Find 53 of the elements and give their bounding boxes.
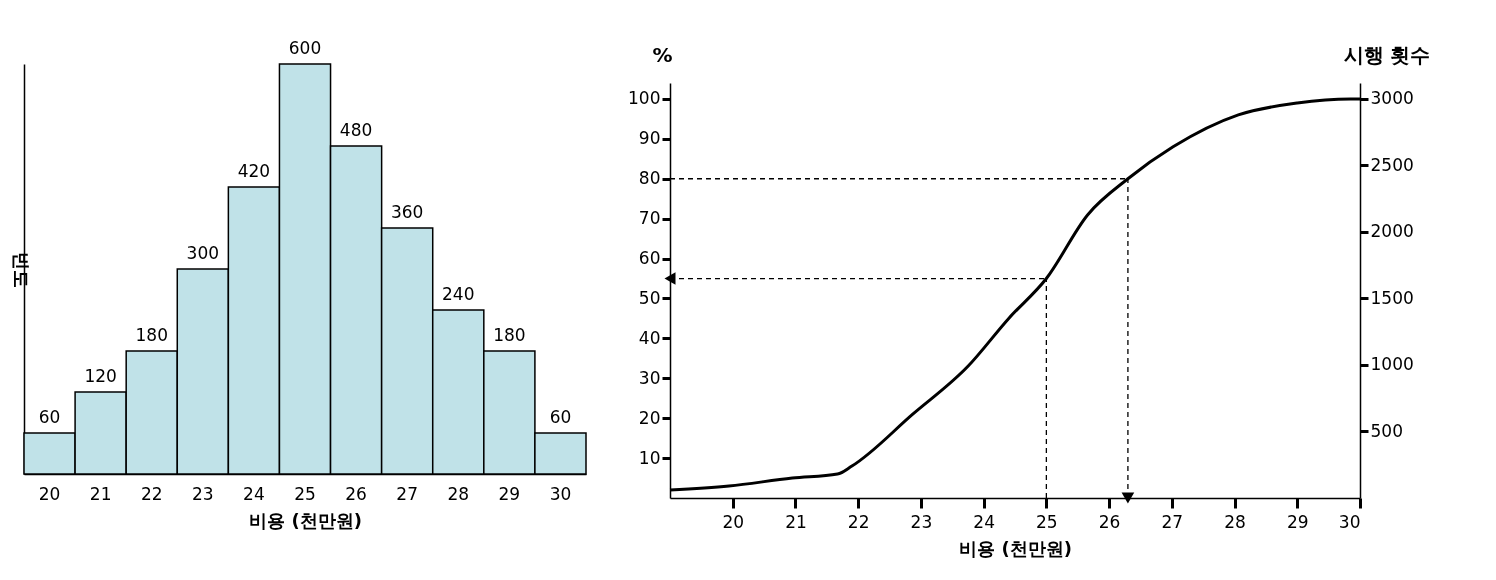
x-tick-label: 22 [847, 511, 870, 532]
x-tick-label: 28 [447, 483, 470, 504]
data-label: 300 [186, 243, 220, 263]
x-tick-label: 26 [345, 483, 367, 504]
data-label: 600 [288, 38, 322, 58]
y-tick-label: 100 [628, 88, 661, 109]
x-tick-label: 28 [1224, 511, 1246, 532]
x-tick-label: 27 [396, 483, 418, 504]
x-tick-label: 27 [1161, 511, 1184, 532]
y-tick-label: 20 [638, 407, 661, 428]
x-tick-label: 22 [140, 483, 163, 504]
y-tick-label: 30 [638, 367, 661, 388]
x-tick-label: 30 [1338, 511, 1361, 532]
y-axis-title: % [652, 42, 673, 67]
y-tick-label: 60 [638, 248, 661, 269]
x-tick-label: 30 [549, 483, 572, 504]
y-tick-label: 50 [638, 287, 661, 308]
data-label: 480 [339, 120, 373, 140]
y-tick-label: 10 [638, 447, 661, 468]
y2-tick-label: 2500 [1370, 154, 1414, 175]
data-label: 180 [135, 325, 168, 345]
data-label: 240 [442, 284, 475, 304]
y-tick-label: 40 [638, 327, 661, 348]
x-tick-label: 24 [243, 483, 265, 504]
x-tick-label: 23 [192, 483, 214, 504]
x-tick-label: 25 [1036, 511, 1058, 532]
y2-tick-label: 500 [1370, 420, 1403, 441]
x-tick-label: 24 [973, 511, 995, 532]
x-tick-label: 20 [38, 483, 61, 504]
data-label: 420 [237, 161, 271, 181]
y2-tick-label: 2000 [1370, 221, 1414, 242]
x-tick-label: 29 [498, 483, 521, 504]
data-label: 180 [493, 325, 526, 345]
data-label: 60 [38, 407, 61, 427]
x-axis-title: 비용 (천만원) [249, 509, 362, 531]
data-label: 120 [84, 366, 117, 386]
y2-tick-label: 3000 [1370, 88, 1414, 109]
y-tick-label: 80 [638, 168, 661, 189]
data-label: 360 [390, 202, 424, 222]
y2-axis-title: 시행 횟수 [1343, 42, 1431, 67]
y2-tick-label: 1500 [1370, 287, 1414, 308]
x-tick-label: 21 [785, 511, 807, 532]
y-tick-label: 70 [638, 208, 661, 229]
x-tick-label: 25 [294, 483, 316, 504]
data-label: 60 [549, 407, 572, 427]
x-axis-title: 비용 (천만원) [959, 537, 1072, 559]
x-tick-label: 20 [722, 511, 745, 532]
x-tick-label: 26 [1098, 511, 1121, 532]
x-tick-label: 29 [1286, 511, 1309, 532]
x-tick-label: 21 [89, 483, 112, 504]
x-tick-label: 23 [910, 511, 933, 532]
y-tick-label: 90 [638, 128, 661, 149]
y2-tick-label: 1000 [1370, 354, 1414, 375]
